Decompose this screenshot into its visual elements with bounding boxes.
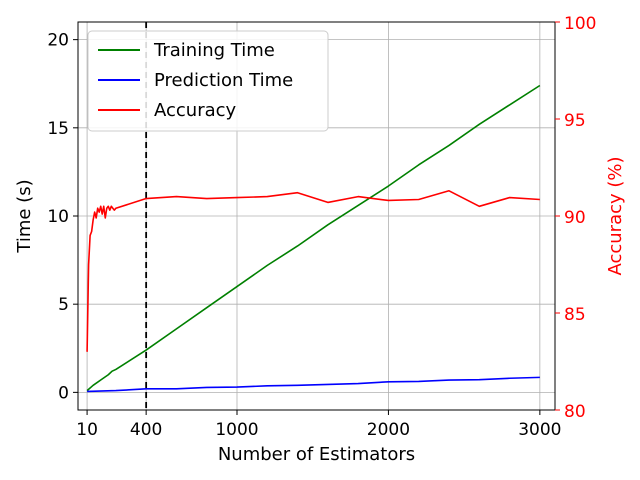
ticks: 10 400 1000 2000 3000 0 5 10 15 20 80 85 90 95 100 — [47, 14, 596, 440]
y-right-tick-label: 100 — [564, 14, 596, 34]
legend: Training Time Prediction Time Accuracy — [87, 30, 329, 132]
x-tick-label: 400 — [130, 420, 162, 440]
y-right-tick-label: 90 — [564, 208, 586, 228]
y-right-tick-label: 85 — [564, 305, 586, 325]
legend-label-accuracy: Accuracy — [154, 100, 237, 121]
y-left-tick-label: 20 — [47, 31, 69, 51]
y-left-tick-label: 5 — [58, 295, 69, 315]
series-layer — [86, 84, 541, 393]
series-line-training-time — [86, 84, 541, 392]
y-left-tick-label: 15 — [47, 119, 69, 139]
x-tick-label: 3000 — [518, 420, 561, 440]
legend-box — [87, 30, 329, 132]
series-line-accuracy — [86, 189, 540, 352]
y-left-tick-label: 10 — [47, 207, 69, 227]
x-tick-label: 2000 — [367, 420, 410, 440]
y-axis-right-label: Accuracy (%) — [605, 156, 626, 275]
y-right-tick-label: 95 — [564, 111, 586, 131]
x-tick-label: 10 — [76, 420, 98, 440]
y-axis-left-label: Time (s) — [14, 179, 35, 253]
series-line-prediction-time — [87, 376, 540, 393]
x-axis-label: Number of Estimators — [218, 444, 415, 465]
legend-label-prediction-time: Prediction Time — [154, 70, 293, 91]
y-left-tick-label: 0 — [58, 383, 69, 403]
legend-label-training-time: Training Time — [153, 40, 275, 61]
x-tick-label: 1000 — [215, 420, 258, 440]
y-right-tick-label: 80 — [564, 402, 586, 422]
